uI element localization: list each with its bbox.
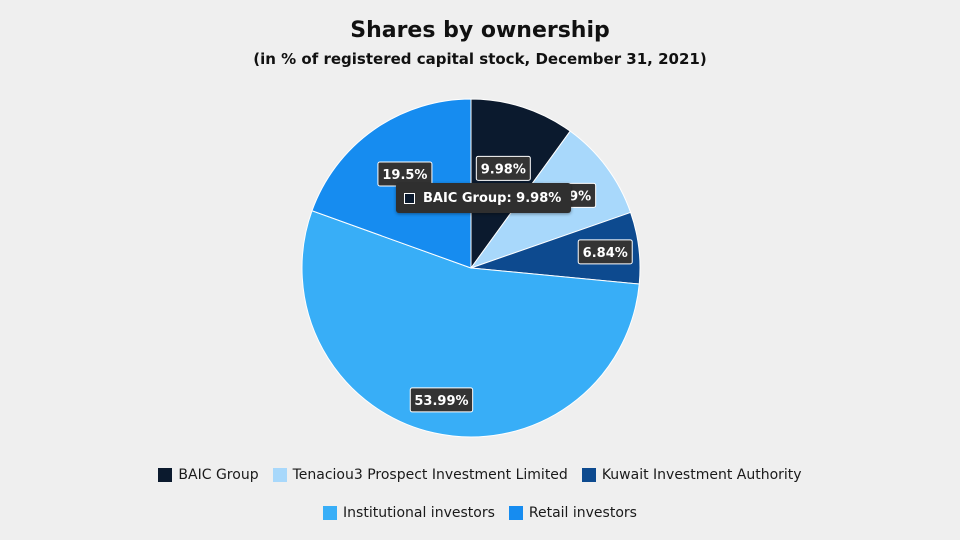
legend-swatch — [158, 468, 173, 482]
legend-label: Institutional investors — [343, 505, 495, 521]
chart-tooltip: BAIC Group: 9.98% — [396, 183, 572, 213]
slice-data-label: 19.5% — [377, 161, 433, 187]
tooltip-text: BAIC Group: 9.98% — [423, 190, 562, 206]
chart-subtitle: (in % of registered capital stock, Decem… — [253, 50, 707, 68]
legend-item[interactable]: Kuwait Investment Authority — [581, 467, 802, 483]
tooltip-swatch — [404, 192, 415, 204]
legend-swatch — [323, 506, 338, 520]
legend-label: Kuwait Investment Authority — [601, 467, 802, 483]
legend-swatch — [581, 468, 596, 482]
legend-item[interactable]: Institutional investors — [323, 505, 495, 521]
svg-text:19.5%: 19.5% — [382, 168, 427, 183]
slice-data-label: 6.84% — [577, 239, 633, 265]
legend-label: BAIC Group — [178, 467, 259, 483]
legend-swatch — [508, 506, 523, 520]
slice-data-label: 53.99% — [409, 387, 474, 413]
svg-text:53.99%: 53.99% — [414, 394, 468, 409]
legend-label: Tenaciou3 Prospect Investment Limited — [292, 467, 568, 483]
svg-text:6.84%: 6.84% — [583, 246, 628, 261]
legend-row: BAIC Group Tenaciou3 Prospect Investment … — [0, 467, 960, 483]
legend-label: Retail investors — [528, 505, 637, 521]
legend-item[interactable]: Retail investors — [508, 505, 637, 521]
legend-item[interactable]: Tenaciou3 Prospect Investment Limited — [272, 467, 568, 483]
legend-row: Institutional investors Retail investors — [0, 505, 960, 521]
legend-item[interactable]: BAIC Group — [158, 467, 259, 483]
svg-text:9.98%: 9.98% — [481, 162, 526, 177]
legend-swatch — [272, 468, 287, 482]
pie-slice[interactable] — [301, 210, 640, 438]
chart-title: Shares by ownership — [350, 18, 610, 43]
slice-data-label: 9.98% — [475, 155, 531, 181]
